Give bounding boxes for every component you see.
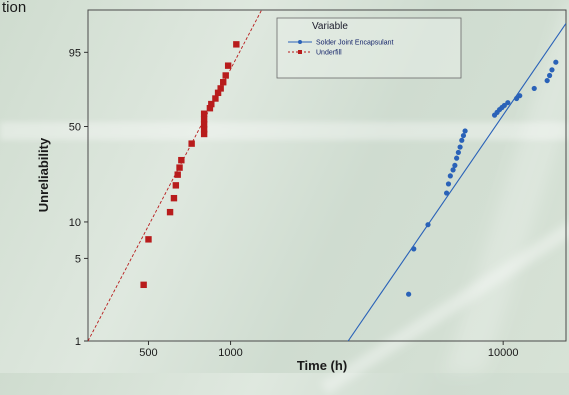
data-point-solder-joint: [425, 222, 431, 228]
data-point-underfill: [222, 72, 229, 79]
data-point-solder-joint: [462, 128, 468, 134]
data-point-underfill: [217, 85, 224, 92]
data-point-solder-joint: [553, 59, 559, 65]
plot-frame: [87, 9, 567, 342]
data-point-solder-joint: [505, 100, 511, 106]
data-point-solder-joint: [452, 162, 458, 169]
data-point-solder-joint: [531, 85, 537, 92]
x-tick-label: 10000: [488, 347, 519, 359]
data-point-underfill: [200, 130, 208, 138]
x-tick-label: 1000: [218, 347, 242, 359]
data-point-solder-joint: [459, 137, 465, 143]
data-point-underfill: [200, 121, 208, 128]
legend-marker-underfill: [298, 50, 302, 54]
data-point-solder-joint: [443, 190, 450, 196]
data-point-solder-joint: [549, 67, 555, 73]
data-point-solder-joint: [544, 77, 550, 84]
data-point-underfill: [200, 126, 208, 133]
data-point-solder-joint: [411, 246, 417, 252]
probability-plot: tion 500 1000 10000 1 5 10 50 95 Time (h) Unrel…: [2, 0, 567, 373]
data-point-underfill: [214, 89, 222, 97]
data-point-solder-joint: [457, 144, 463, 150]
axis-ticks: 500 1000 10000 1 5 10 50 95: [69, 47, 519, 359]
legend-label-underfill: Underfill: [316, 50, 342, 57]
data-point-underfill: [140, 281, 147, 289]
data-point-underfill: [200, 116, 208, 123]
fit-line-solder-joint: [347, 23, 566, 341]
data-point-underfill: [233, 41, 240, 48]
data-point-solder-joint: [450, 167, 456, 173]
data-point-underfill: [172, 182, 180, 189]
y-tick-label: 10: [69, 217, 81, 229]
data-point-solder-joint: [454, 155, 460, 161]
data-point-solder-joint: [460, 132, 467, 139]
data-point-solder-joint: [546, 72, 553, 79]
y-axis-title: Unreliability: [36, 137, 51, 212]
x-tick-label: 500: [139, 347, 157, 359]
legend-box: [276, 17, 462, 79]
data-point-underfill: [188, 140, 195, 147]
data-point-solder-joint: [501, 102, 507, 109]
data-point-underfill: [200, 110, 208, 117]
data-point-underfill: [178, 156, 185, 164]
data-point-solder-joint: [445, 181, 452, 187]
legend-title: Variable: [312, 21, 348, 32]
y-tick-label: 5: [75, 253, 81, 265]
y-tick-label: 1: [75, 336, 81, 348]
data-point-underfill: [212, 95, 219, 102]
data-point-underfill: [220, 79, 227, 86]
data-point-underfill: [170, 194, 178, 202]
x-axis-title: Time (h): [297, 358, 347, 373]
data-point-underfill: [224, 62, 232, 69]
legend-marker-solder: [298, 40, 302, 44]
data-point-underfill: [145, 236, 152, 243]
data-point-solder-joint: [455, 149, 461, 156]
data-point-solder-joint: [517, 93, 523, 99]
y-tick-label: 95: [69, 47, 81, 59]
data-point-underfill: [174, 171, 181, 178]
data-point-underfill: [176, 164, 183, 171]
y-tick-label: 50: [69, 121, 81, 133]
data-point-underfill: [166, 208, 174, 216]
data-point-underfill: [206, 105, 214, 112]
data-points: [140, 41, 559, 297]
data-point-solder-joint: [447, 173, 453, 179]
data-point-underfill: [208, 100, 215, 108]
corner-text: tion: [2, 0, 26, 16]
data-point-solder-joint: [406, 291, 412, 297]
legend-label-solder: Solder Joint Encapsulant: [316, 40, 393, 47]
legend: Variable Solder Joint Encapsulant Underf…: [276, 17, 462, 79]
